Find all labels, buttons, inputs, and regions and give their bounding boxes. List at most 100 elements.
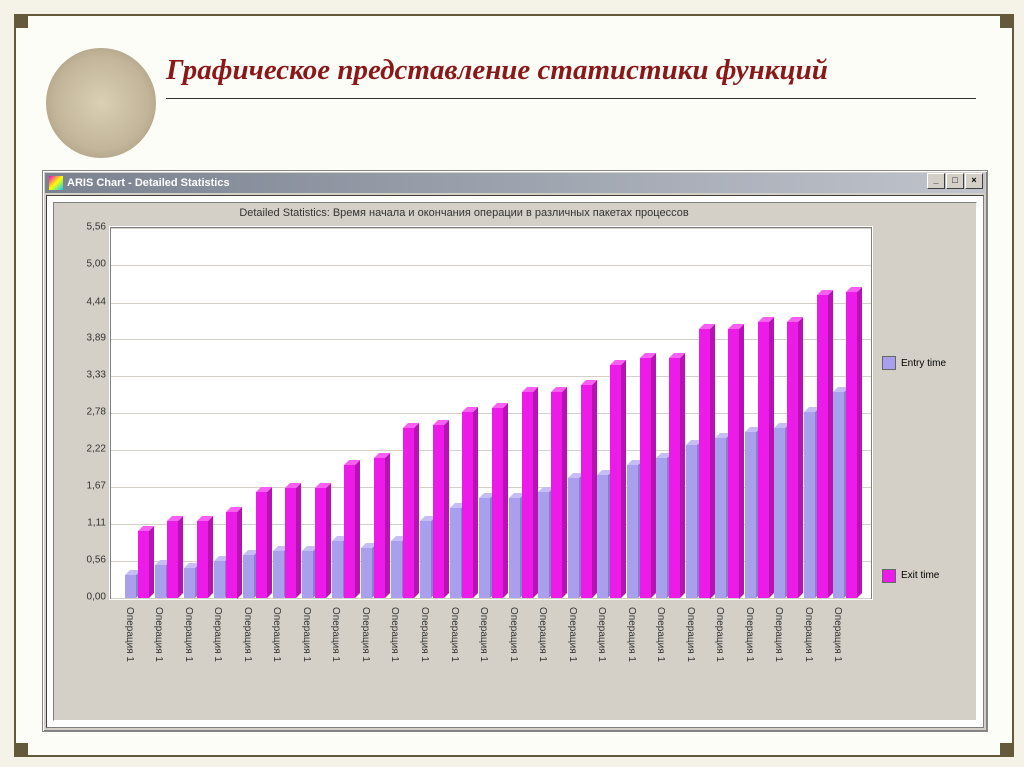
y-tick-label: 5,00 — [64, 259, 106, 270]
x-tick-label: Операция 1 — [271, 607, 282, 662]
x-tick-label: Операция 1 — [803, 607, 814, 662]
bar — [492, 408, 503, 598]
corner-decor — [1000, 743, 1014, 757]
bar — [302, 551, 313, 598]
bar — [817, 295, 828, 598]
bar — [361, 548, 372, 598]
x-tick-label: Операция 1 — [183, 607, 194, 662]
bar — [669, 358, 680, 598]
y-tick-label: 0,56 — [64, 554, 106, 565]
x-tick-label: Операция 1 — [360, 607, 371, 662]
x-axis-labels: Операция 1 Операция 1 Операция 1 Операция 1… — [110, 603, 870, 708]
maximize-button[interactable]: □ — [946, 173, 964, 189]
window-title: ARIS Chart - Detailed Statistics — [67, 177, 230, 189]
app-icon — [49, 176, 63, 190]
legend-label: Entry time — [901, 358, 946, 369]
y-tick-label: 3,89 — [64, 333, 106, 344]
bar — [433, 425, 444, 598]
x-tick-label: Операция 1 — [655, 607, 666, 662]
bar — [551, 392, 562, 598]
y-tick-label: 0,00 — [64, 592, 106, 603]
window-titlebar[interactable]: ARIS Chart - Detailed Statistics _ □ × — [45, 173, 985, 193]
corner-decor — [14, 14, 28, 28]
x-tick-label: Операция 1 — [389, 607, 400, 662]
logo-seal — [46, 48, 156, 158]
bar — [184, 568, 195, 598]
x-tick-label: Операция 1 — [744, 607, 755, 662]
corner-decor — [14, 743, 28, 757]
bar — [197, 521, 208, 598]
x-tick-label: Операция 1 — [212, 607, 223, 662]
legend-swatch — [882, 569, 896, 583]
bar — [403, 428, 414, 598]
bar — [420, 521, 431, 598]
bar — [522, 392, 533, 598]
x-tick-label: Операция 1 — [242, 607, 253, 662]
x-tick-label: Операция 1 — [626, 607, 637, 662]
x-tick-label: Операция 1 — [567, 607, 578, 662]
close-button[interactable]: × — [965, 173, 983, 189]
chart-window: ARIS Chart - Detailed Statistics _ □ × D… — [42, 170, 988, 732]
bar — [344, 465, 355, 598]
chart-bars — [111, 228, 871, 598]
y-tick-label: 2,22 — [64, 444, 106, 455]
bar — [715, 438, 726, 598]
bar — [610, 365, 621, 598]
bar — [125, 575, 136, 598]
y-tick-label: 3,33 — [64, 370, 106, 381]
bar — [226, 512, 237, 599]
legend-item-entry: Entry time — [882, 356, 972, 370]
chart-legend: Entry time Exit time — [882, 227, 972, 712]
slide-title: Графическое представление статистики фун… — [166, 54, 986, 87]
slide-frame: Графическое представление статистики фун… — [14, 14, 1014, 757]
minimize-button[interactable]: _ — [927, 173, 945, 189]
bar — [568, 478, 579, 598]
y-tick-label: 2,78 — [64, 407, 106, 418]
bar — [656, 458, 667, 598]
bar — [391, 541, 402, 598]
bar — [699, 329, 710, 599]
bar — [686, 445, 697, 598]
bar — [728, 329, 739, 599]
x-tick-label: Операция 1 — [301, 607, 312, 662]
x-tick-label: Операция 1 — [449, 607, 460, 662]
bar — [846, 292, 857, 598]
chart-area: Detailed Statistics: Время начала и окон… — [53, 202, 977, 721]
y-tick-label: 1,67 — [64, 480, 106, 491]
bar — [315, 488, 326, 598]
bar — [479, 498, 490, 598]
x-tick-label: Операция 1 — [124, 607, 135, 662]
x-tick-label: Операция 1 — [330, 607, 341, 662]
bar — [273, 551, 284, 598]
bar — [332, 541, 343, 598]
x-tick-label: Операция 1 — [714, 607, 725, 662]
bar — [214, 561, 225, 598]
bar — [538, 492, 549, 598]
bar — [581, 385, 592, 598]
x-tick-label: Операция 1 — [153, 607, 164, 662]
x-tick-label: Операция 1 — [419, 607, 430, 662]
bar — [758, 322, 769, 598]
corner-decor — [1000, 14, 1014, 28]
bar — [745, 432, 756, 598]
window-client: Detailed Statistics: Время начала и окон… — [46, 195, 984, 728]
bar — [256, 492, 267, 598]
x-tick-label: Операция 1 — [508, 607, 519, 662]
x-tick-label: Операция 1 — [685, 607, 696, 662]
y-tick-label: 5,56 — [64, 222, 106, 233]
legend-item-exit: Exit time — [882, 569, 972, 583]
y-tick-label: 4,44 — [64, 296, 106, 307]
x-tick-label: Операция 1 — [596, 607, 607, 662]
bar — [804, 412, 815, 598]
bar — [627, 465, 638, 598]
bar — [285, 488, 296, 598]
title-underline — [166, 98, 976, 99]
bar — [243, 555, 254, 598]
bar — [374, 458, 385, 598]
bar — [450, 508, 461, 598]
bar — [462, 412, 473, 598]
x-tick-label: Операция 1 — [773, 607, 784, 662]
bar — [138, 531, 149, 598]
bar — [774, 428, 785, 598]
bar — [640, 358, 651, 598]
